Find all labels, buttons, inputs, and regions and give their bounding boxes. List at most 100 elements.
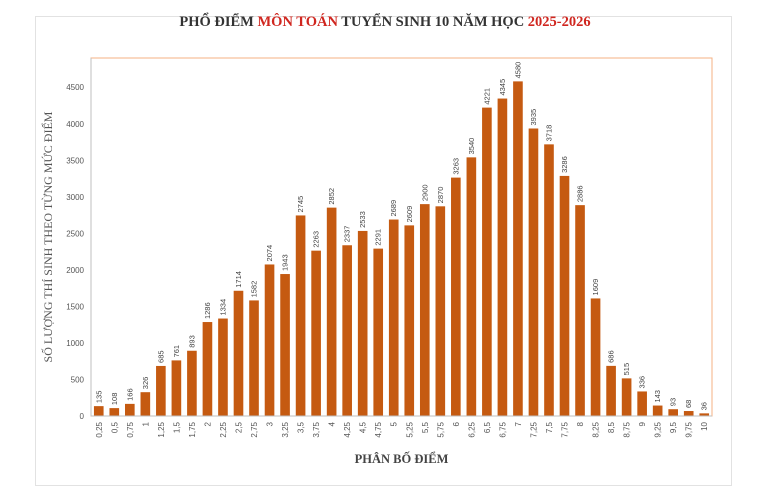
x-tick-label: 5,5 [421, 421, 430, 433]
title-part-3: TUYỂN SINH 10 NĂM HỌC [337, 14, 528, 30]
bars-group [93, 81, 710, 417]
bar [233, 290, 244, 416]
x-tick-label: 7,5 [545, 421, 554, 433]
bar [404, 225, 415, 416]
x-axis-title: PHÂN BỐ ĐIỂM [355, 451, 449, 466]
data-label: 2337 [343, 226, 352, 243]
bar [124, 403, 135, 416]
x-tick-label: 1,75 [188, 421, 197, 437]
y-tick-label: 500 [71, 375, 85, 384]
x-tick-label: 9,75 [685, 421, 694, 437]
x-tick-label: 0,25 [95, 421, 104, 437]
x-tick-label: 8,5 [607, 421, 616, 433]
x-tick-label: 7,75 [561, 421, 570, 437]
data-label: 93 [669, 398, 678, 406]
title-part-1: PHỔ ĐIỂM [179, 14, 258, 30]
data-label: 108 [110, 393, 119, 406]
x-tick-label: 8,75 [623, 421, 632, 437]
data-label: 515 [622, 363, 631, 376]
data-label: 2745 [296, 196, 305, 213]
bar [466, 157, 477, 416]
data-label: 1582 [250, 281, 259, 298]
bar [156, 365, 166, 416]
y-tick-label: 1500 [66, 302, 84, 311]
x-tick-label: 1,5 [172, 421, 181, 433]
x-tick-label: 5,75 [436, 421, 445, 437]
x-tick-label: 2,25 [219, 421, 228, 437]
y-tick-label: 4500 [66, 83, 84, 92]
y-axis: 0 500 1000 1500 2000 2500 3000 3500 4000 4500 [66, 58, 92, 421]
x-tick-label: 5 [390, 421, 399, 426]
bar [187, 350, 197, 416]
bar [419, 204, 430, 416]
y-tick-label: 3500 [66, 156, 84, 165]
x-tick-label: 3,25 [281, 421, 290, 437]
x-tick-label: 6 [452, 421, 461, 426]
data-label: 2291 [374, 229, 383, 246]
data-label: 36 [700, 402, 709, 410]
x-tick-label: 4,5 [359, 421, 368, 433]
x-tick-label: 2,75 [250, 421, 259, 437]
bar [683, 411, 694, 416]
data-label: 4221 [482, 88, 491, 105]
bar [109, 408, 120, 416]
x-tick-label: 3,5 [297, 421, 306, 433]
y-tick-label: 2500 [66, 229, 84, 238]
y-tick-label: 2000 [66, 266, 84, 275]
x-tick-label: 6,75 [498, 421, 507, 437]
bar [93, 406, 104, 416]
data-label: 2263 [312, 231, 321, 248]
bar [699, 413, 710, 416]
bar [171, 360, 182, 416]
x-tick-label: 10 [700, 421, 709, 430]
bar [621, 378, 632, 416]
bar [326, 207, 337, 416]
y-tick-label: 1000 [66, 339, 84, 348]
x-tick-label: 3,75 [312, 421, 321, 437]
x-tick-label: 2,5 [234, 421, 243, 433]
data-label: 1609 [591, 279, 600, 296]
data-label: 761 [172, 345, 181, 358]
plot-area [90, 57, 713, 417]
data-label: 3263 [451, 158, 460, 175]
data-label: 4580 [513, 62, 522, 79]
data-label: 685 [156, 350, 165, 363]
data-label: 1286 [203, 302, 212, 319]
data-label: 326 [141, 377, 150, 390]
chart-title: PHỔ ĐIỂM MÔN TOÁN TUYỂN SINH 10 NĂM HỌC … [0, 14, 770, 31]
data-label: 166 [125, 388, 134, 401]
bar [652, 405, 663, 416]
data-label: 68 [684, 400, 693, 408]
x-tick-label: 6,5 [483, 421, 492, 433]
bar [264, 264, 275, 416]
data-label: 4345 [498, 79, 507, 96]
data-label: 1334 [218, 299, 227, 316]
x-tick-label: 4 [328, 421, 337, 426]
bar [295, 215, 306, 416]
data-label: 2886 [576, 185, 585, 202]
data-label: 3540 [467, 138, 476, 155]
data-label: 3286 [560, 156, 569, 173]
data-label: 2609 [405, 206, 414, 223]
bar [357, 230, 368, 416]
data-label: 893 [187, 335, 196, 348]
bar [280, 274, 290, 416]
data-label: 3718 [544, 125, 553, 142]
bar [668, 409, 679, 416]
bar [249, 300, 259, 416]
data-label: 336 [638, 376, 647, 389]
y-tick-label: 3000 [66, 193, 84, 202]
data-label: 143 [653, 390, 662, 403]
bar [544, 144, 554, 416]
bar [590, 298, 601, 416]
title-part-4: 2025-2026 [527, 14, 591, 30]
bar [311, 250, 321, 416]
bar [140, 392, 151, 416]
x-tick-label: 3 [266, 421, 275, 426]
data-label: 2689 [389, 200, 398, 217]
bar [606, 365, 616, 416]
x-tick-label: 2 [203, 421, 212, 426]
bar [482, 107, 492, 416]
data-label: 1943 [281, 254, 290, 271]
